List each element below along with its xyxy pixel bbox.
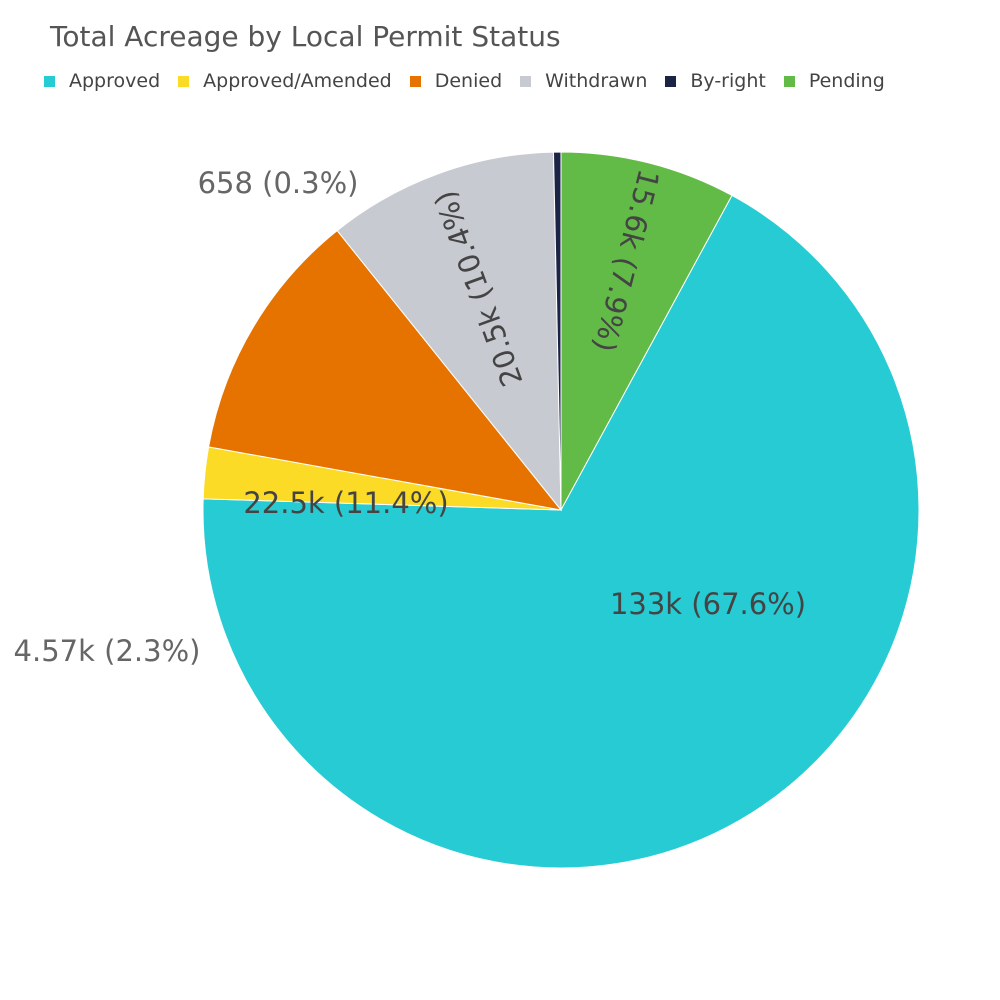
legend-item-pending[interactable]: Pending	[783, 70, 885, 92]
pie-slice-denied[interactable]	[208, 229, 563, 511]
slice-data-label: 4.57k (2.3%)	[14, 634, 201, 668]
legend-label: Withdrawn	[545, 70, 648, 92]
legend-label: Approved/Amended	[203, 70, 392, 92]
slice-data-label: 22.5k (11.4%)	[243, 486, 448, 520]
legend-swatch	[44, 75, 55, 87]
legend-label: Approved	[69, 70, 161, 92]
pie-slice-by-right[interactable]	[552, 151, 562, 511]
legend-item-approved[interactable]: Approved	[44, 70, 160, 92]
legend-item-approved-amended[interactable]: Approved/Amended	[178, 70, 392, 92]
legend-swatch	[783, 75, 795, 87]
legend-item-by-right[interactable]: By-right	[665, 70, 766, 92]
pie-slice-pending[interactable]	[560, 151, 733, 511]
legend-swatch	[665, 75, 677, 87]
slice-data-label: 133k (67.6%)	[610, 587, 806, 621]
slice-data-label: 658 (0.3%)	[198, 166, 359, 200]
pie-slice-approved[interactable]	[202, 194, 920, 869]
legend-item-withdrawn[interactable]: Withdrawn	[520, 70, 647, 92]
legend-swatch	[409, 75, 421, 87]
legend: Approved Approved/Amended Denied Withdra…	[44, 69, 903, 93]
legend-swatch	[178, 75, 190, 87]
legend-swatch	[520, 75, 532, 87]
legend-item-denied[interactable]: Denied	[409, 70, 503, 92]
chart-title: Total Acreage by Local Permit Status	[50, 20, 561, 53]
legend-label: Denied	[434, 70, 503, 92]
legend-label: By-right	[690, 70, 766, 92]
legend-label: Pending	[808, 70, 885, 92]
pie-slice-withdrawn[interactable]	[336, 151, 562, 512]
